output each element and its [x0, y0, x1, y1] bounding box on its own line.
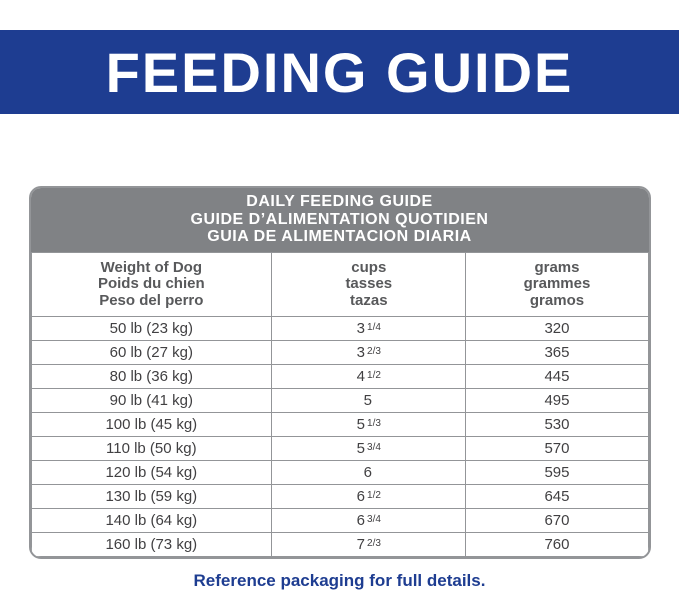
- cups-fraction: 3/4: [367, 442, 381, 453]
- cups-cell: 4 1/2: [271, 364, 467, 389]
- grams-cell: 320: [465, 316, 649, 341]
- weight-cell: 80 lb (36 kg): [30, 364, 273, 389]
- cups-column-header: cups tasses tazas: [271, 251, 467, 317]
- cups-fraction: 2/3: [367, 538, 381, 549]
- cups-fraction: 1/2: [367, 490, 381, 501]
- cups-cell: 6 1/2: [271, 484, 467, 509]
- table-row: 100 lb (45 kg) 5 1/3 530: [30, 412, 649, 437]
- table-title-band: DAILY FEEDING GUIDE GUIDE D’ALIMENTATION…: [30, 188, 649, 252]
- table-title-es: GUIA DE ALIMENTACION DIARIA: [207, 228, 472, 245]
- table-row: 80 lb (36 kg) 4 1/2 445: [30, 364, 649, 389]
- grams-cell: 595: [465, 460, 649, 485]
- grams-cell: 570: [465, 436, 649, 461]
- cups-whole: 3: [356, 344, 366, 361]
- table-row: 90 lb (41 kg) 5 495: [30, 388, 649, 413]
- cups-header-en: cups: [351, 258, 387, 276]
- cups-cell: 3 1/4: [271, 316, 467, 341]
- cups-fraction: 2/3: [367, 346, 381, 357]
- cups-cell: 6: [271, 460, 467, 485]
- grams-column-header: grams grammes gramos: [465, 251, 649, 317]
- weight-cell: 140 lb (64 kg): [30, 508, 273, 533]
- weight-cell: 90 lb (41 kg): [30, 388, 273, 413]
- grams-cell: 530: [465, 412, 649, 437]
- table-row: 60 lb (27 kg) 3 2/3 365: [30, 340, 649, 365]
- grams-header-en: grams: [534, 258, 580, 276]
- banner-title: FEEDING GUIDE: [105, 40, 574, 104]
- cups-cell: 6 3/4: [271, 508, 467, 533]
- cups-whole: 6: [356, 512, 366, 529]
- cups-whole: 5: [356, 416, 366, 433]
- cups-whole: 3: [356, 320, 366, 337]
- feeding-guide-banner: FEEDING GUIDE: [0, 30, 679, 114]
- cups-whole: 5: [356, 440, 366, 457]
- weight-cell: 160 lb (73 kg): [30, 532, 273, 557]
- weight-header-en: Weight of Dog: [100, 258, 202, 276]
- weight-cell: 130 lb (59 kg): [30, 484, 273, 509]
- table-row: 110 lb (50 kg) 5 3/4 570: [30, 436, 649, 461]
- cups-header-es: tazas: [350, 291, 388, 309]
- grams-cell: 445: [465, 364, 649, 389]
- weight-cell: 60 lb (27 kg): [30, 340, 273, 365]
- cups-whole: 4: [356, 368, 366, 385]
- cups-whole: 5: [363, 392, 372, 409]
- table-title-fr: GUIDE D’ALIMENTATION QUOTIDIEN: [190, 210, 489, 228]
- weight-header-fr: Poids du chien: [97, 275, 205, 292]
- cups-cell: 7 2/3: [271, 532, 467, 557]
- grams-cell: 645: [465, 484, 649, 509]
- cups-fraction: 1/3: [367, 418, 381, 429]
- cups-cell: 3 2/3: [271, 340, 467, 365]
- cups-fraction: 3/4: [367, 514, 381, 525]
- table-row: 140 lb (64 kg) 6 3/4 670: [30, 508, 649, 533]
- table-title-en: DAILY FEEDING GUIDE: [246, 193, 433, 210]
- grams-cell: 670: [465, 508, 649, 533]
- cups-header-fr: tasses: [345, 275, 393, 292]
- grams-cell: 760: [465, 532, 649, 557]
- table-row: 130 lb (59 kg) 6 1/2 645: [30, 484, 649, 509]
- grams-cell: 365: [465, 340, 649, 365]
- cups-cell: 5: [271, 388, 467, 413]
- column-header-row: Weight of Dog Poids du chien Peso del pe…: [30, 251, 649, 317]
- weight-cell: 100 lb (45 kg): [30, 412, 273, 437]
- weight-cell: 110 lb (50 kg): [30, 436, 273, 461]
- weight-cell: 50 lb (23 kg): [30, 316, 273, 341]
- cups-cell: 5 3/4: [271, 436, 467, 461]
- cups-fraction: 1/2: [367, 370, 381, 381]
- cups-fraction: 1/4: [367, 322, 381, 333]
- grams-cell: 495: [465, 388, 649, 413]
- feeding-table: Weight of Dog Poids du chien Peso del pe…: [30, 251, 649, 557]
- feeding-guide-table-container: DAILY FEEDING GUIDE GUIDE D’ALIMENTATION…: [28, 186, 651, 559]
- cups-cell: 5 1/3: [271, 412, 467, 437]
- table-row: 50 lb (23 kg) 3 1/4 320: [30, 316, 649, 341]
- cups-whole: 7: [356, 536, 366, 553]
- grams-header-fr: grammes: [523, 275, 591, 292]
- cups-whole: 6: [356, 488, 366, 505]
- weight-column-header: Weight of Dog Poids du chien Peso del pe…: [30, 251, 273, 317]
- table-row: 160 lb (73 kg) 7 2/3 760: [30, 532, 649, 557]
- cups-whole: 6: [363, 464, 372, 481]
- weight-header-es: Peso del perro: [99, 291, 204, 309]
- grams-header-es: gramos: [529, 291, 585, 309]
- footer-note: Reference packaging for full details.: [193, 571, 486, 590]
- table-row: 120 lb (54 kg) 6 595: [30, 460, 649, 485]
- weight-cell: 120 lb (54 kg): [30, 460, 273, 485]
